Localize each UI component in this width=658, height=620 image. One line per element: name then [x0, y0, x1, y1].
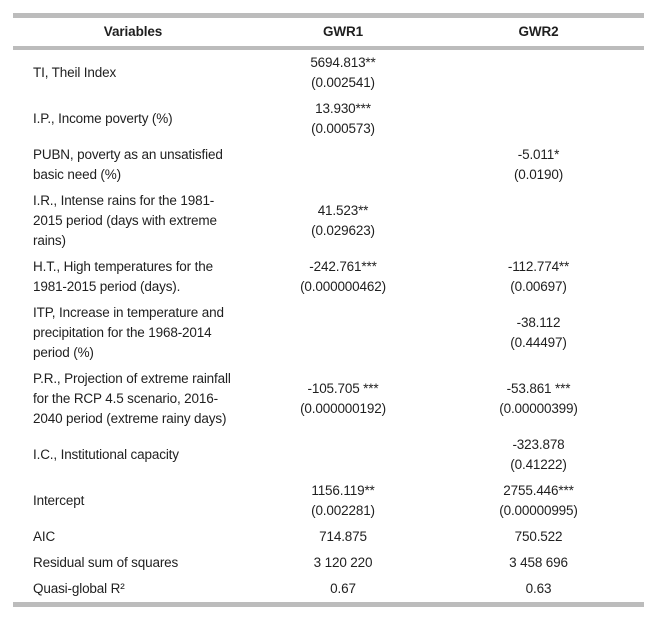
table-row: PUBN, poverty as an unsatisfied basic ne… [13, 142, 644, 188]
gwr2-value: -323.878 (0.41222) [510, 437, 567, 472]
gwr2-value: -5.011* (0.0190) [513, 147, 564, 182]
gwr1-value: -105.705 *** (0.000000192) [300, 381, 386, 416]
column-header-gwr1: GWR1 [253, 15, 433, 50]
gwr2-value: 2755.446*** (0.00000995) [499, 483, 578, 518]
variable-label: H.T., High temperatures for the 1981-201… [33, 259, 213, 294]
gwr2-value: -53.861 *** (0.00000399) [499, 381, 578, 416]
table-row: H.T., High temperatures for the 1981-201… [13, 254, 644, 300]
gwr1-value: 1156.119** (0.002281) [311, 483, 375, 518]
variable-label: Intercept [33, 493, 85, 508]
gwr2-value [433, 188, 644, 254]
table-row: Intercept 1156.119** (0.002281) 2755.446… [13, 478, 644, 524]
variable-label: P.R., Projection of extreme rainfall for… [33, 371, 231, 426]
variable-label: TI, Theil Index [33, 65, 117, 80]
table-header: Variables GWR1 GWR2 [13, 15, 644, 50]
table-row: TI, Theil Index 5694.813** (0.002541) [13, 48, 644, 96]
gwr1-value: 714.875 [319, 529, 367, 544]
variable-label: PUBN, poverty as an unsatisfied basic ne… [33, 147, 223, 182]
gwr1-value [253, 142, 433, 188]
gwr1-value: 13.930*** (0.000573) [311, 101, 375, 136]
gwr1-value [253, 432, 433, 478]
table-row: P.R., Projection of extreme rainfall for… [13, 366, 644, 432]
gwr1-value: 0.67 [330, 581, 356, 596]
table-row: ITP, Increase in temperature and precipi… [13, 300, 644, 366]
variable-label: I.C., Institutional capacity [33, 447, 179, 462]
table-row: I.C., Institutional capacity -323.878 (0… [13, 432, 644, 478]
table-row: I.R., Intense rains for the 1981- 2015 p… [13, 188, 644, 254]
gwr2-value [433, 48, 644, 96]
gwr2-value [433, 96, 644, 142]
variable-label: ITP, Increase in temperature and precipi… [33, 305, 224, 360]
gwr1-value: 5694.813** (0.002541) [310, 55, 376, 90]
table-row: Residual sum of squares 3 120 220 3 458 … [13, 550, 644, 576]
variable-label: I.P., Income poverty (%) [33, 111, 173, 126]
gwr2-value: 3 458 696 [509, 555, 568, 570]
column-header-variables: Variables [13, 15, 253, 50]
gwr2-value: -38.112 (0.44497) [510, 315, 567, 350]
gwr-results-table: Variables GWR1 GWR2 TI, Theil Index 5694… [13, 13, 644, 607]
table-row: AIC 714.875 750.522 [13, 524, 644, 550]
column-header-gwr2: GWR2 [433, 15, 644, 50]
gwr1-value: -242.761*** (0.000000462) [300, 259, 386, 294]
variable-label: Residual sum of squares [33, 555, 179, 570]
gwr1-value: 3 120 220 [313, 555, 373, 570]
header-row: Variables GWR1 GWR2 [13, 15, 644, 50]
variable-label: I.R., Intense rains for the 1981- 2015 p… [33, 193, 217, 248]
table-row: Quasi-global R² 0.67 0.63 [13, 576, 644, 605]
variable-label: Quasi-global R² [33, 581, 125, 596]
table-body: TI, Theil Index 5694.813** (0.002541) I.… [13, 48, 644, 605]
variable-label: AIC [33, 529, 56, 544]
gwr2-value: 750.522 [514, 529, 563, 544]
gwr1-value [253, 300, 433, 366]
gwr2-value: 0.63 [525, 581, 552, 596]
gwr2-value: -112.774** (0.00697) [507, 259, 570, 294]
table-row: I.P., Income poverty (%) 13.930*** (0.00… [13, 96, 644, 142]
gwr1-value: 41.523** (0.029623) [311, 203, 375, 238]
